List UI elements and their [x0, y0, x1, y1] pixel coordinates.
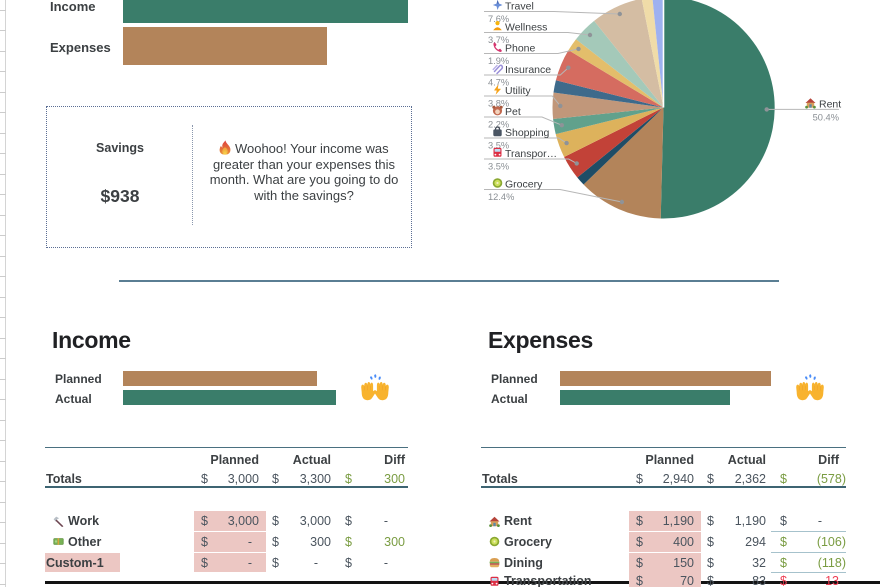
svg-text:7.6%: 7.6%	[488, 14, 509, 24]
svg-text:50.4%: 50.4%	[813, 112, 839, 122]
svg-text:12.4%: 12.4%	[488, 192, 514, 202]
svg-text:Pet: Pet	[505, 106, 521, 118]
svg-text:Wellness: Wellness	[505, 22, 547, 34]
svg-text:3.5%: 3.5%	[488, 141, 509, 151]
svg-text:3.8%: 3.8%	[488, 99, 509, 109]
svg-text:Transpor…: Transpor…	[505, 148, 557, 160]
svg-text:1.9%: 1.9%	[488, 56, 509, 66]
svg-text:Utility: Utility	[505, 85, 531, 97]
svg-text:3.7%: 3.7%	[488, 35, 509, 45]
svg-text:Phone: Phone	[505, 43, 536, 55]
svg-text:Travel: Travel	[505, 1, 534, 13]
svg-text:Grocery: Grocery	[505, 179, 543, 191]
svg-text:3.5%: 3.5%	[488, 162, 509, 172]
svg-text:Insurance: Insurance	[505, 64, 551, 76]
svg-text:4.7%: 4.7%	[488, 78, 509, 88]
svg-text:2.2%: 2.2%	[488, 120, 509, 130]
svg-text:Shopping: Shopping	[505, 127, 550, 139]
svg-text:Rent: Rent	[819, 99, 841, 111]
